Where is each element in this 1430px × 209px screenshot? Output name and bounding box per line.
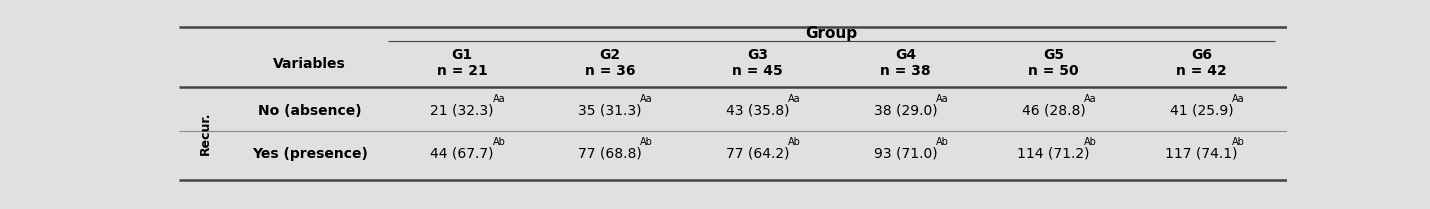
Text: Aa: Aa (641, 94, 654, 104)
Text: n = 50: n = 50 (1028, 64, 1078, 78)
Text: Ab: Ab (937, 137, 950, 147)
Text: G2: G2 (599, 48, 621, 62)
Text: 114 (71.2): 114 (71.2) (1017, 147, 1090, 161)
Text: Recur.: Recur. (199, 112, 212, 155)
Text: Variables: Variables (273, 57, 346, 71)
Text: No (absence): No (absence) (257, 103, 362, 117)
Text: 41 (25.9): 41 (25.9) (1170, 103, 1233, 117)
Text: G1: G1 (452, 48, 472, 62)
Text: G5: G5 (1042, 48, 1064, 62)
Text: 93 (71.0): 93 (71.0) (874, 147, 938, 161)
Text: 44 (67.7): 44 (67.7) (430, 147, 493, 161)
Text: n = 21: n = 21 (436, 64, 488, 78)
Text: Ab: Ab (788, 137, 801, 147)
Text: 77 (64.2): 77 (64.2) (726, 147, 789, 161)
Text: 46 (28.8): 46 (28.8) (1021, 103, 1085, 117)
Text: 38 (29.0): 38 (29.0) (874, 103, 938, 117)
Text: Aa: Aa (1233, 94, 1244, 104)
Text: Ab: Ab (492, 137, 505, 147)
Text: G6: G6 (1191, 48, 1213, 62)
Text: G3: G3 (748, 48, 768, 62)
Text: n = 42: n = 42 (1175, 64, 1227, 78)
Text: 35 (31.3): 35 (31.3) (578, 103, 642, 117)
Text: Group: Group (805, 26, 858, 41)
Text: Aa: Aa (492, 94, 505, 104)
Text: 21 (32.3): 21 (32.3) (430, 103, 493, 117)
Text: 77 (68.8): 77 (68.8) (578, 147, 642, 161)
Text: 117 (74.1): 117 (74.1) (1165, 147, 1238, 161)
Text: Aa: Aa (1084, 94, 1097, 104)
Text: n = 38: n = 38 (881, 64, 931, 78)
Text: n = 45: n = 45 (732, 64, 784, 78)
Text: 43 (35.8): 43 (35.8) (726, 103, 789, 117)
Text: G4: G4 (895, 48, 917, 62)
Text: Yes (presence): Yes (presence) (252, 147, 368, 161)
Text: Ab: Ab (1084, 137, 1097, 147)
Text: Ab: Ab (1233, 137, 1246, 147)
Text: Ab: Ab (641, 137, 654, 147)
Text: Aa: Aa (937, 94, 950, 104)
Text: Aa: Aa (788, 94, 801, 104)
Text: n = 36: n = 36 (585, 64, 635, 78)
